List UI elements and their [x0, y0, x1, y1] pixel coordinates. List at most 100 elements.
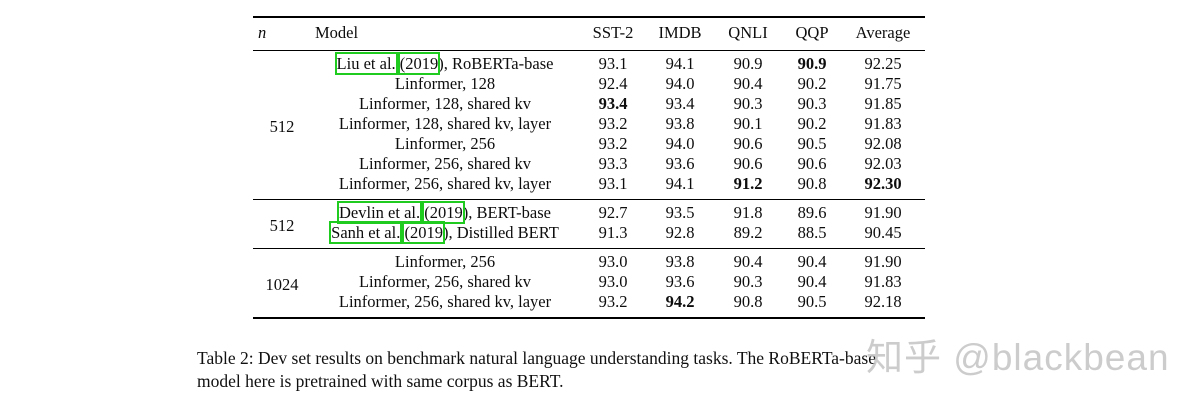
- score-cell: 90.3: [733, 94, 763, 113]
- citation-box: Sanh et al.: [329, 221, 403, 244]
- table-row: Linformer, 128, shared kv, layer 93.2 93.8…: [253, 114, 925, 134]
- model-text: Linformer, 128, shared kv, layer: [338, 114, 552, 133]
- model-cell: Linformer, 256, shared kv, layer: [311, 174, 579, 200]
- score-cell: 92.7: [598, 203, 628, 222]
- model-cell: Linformer, 128, shared kv, layer: [311, 114, 579, 134]
- model-cell: Devlin et al. (2019), BERT-base: [311, 200, 579, 224]
- table-row: Linformer, 256 93.2 94.0 90.6 90.5 92.08: [253, 134, 925, 154]
- score-cell: 93.0: [598, 252, 628, 271]
- score-cell: 90.8: [733, 292, 763, 311]
- model-cell: Linformer, 256, shared kv: [311, 272, 579, 292]
- score-cell: 91.75: [864, 74, 902, 93]
- score-cell: 89.6: [797, 203, 827, 222]
- score-cell: 93.6: [665, 272, 695, 291]
- table-row: Sanh et al. (2019), Distilled BERT 91.3 92…: [253, 221, 925, 249]
- model-text: ), RoBERTa-base: [438, 54, 554, 73]
- model-text: ), Distilled BERT: [442, 223, 559, 242]
- score-cell: 93.3: [598, 154, 628, 173]
- citation-box: (2019: [422, 201, 465, 224]
- score-cell: 93.1: [598, 174, 628, 193]
- score-cell: 91.8: [733, 203, 763, 222]
- score-cell: 90.5: [797, 292, 827, 311]
- caption-line-1: Table 2: Dev set results on benchmark na…: [197, 348, 876, 368]
- table-row: 1024 Linformer, 256 93.0 93.8 90.4 90.4 91.90: [253, 249, 925, 294]
- score-cell: 91.83: [864, 272, 902, 291]
- score-cell: 93.2: [598, 134, 628, 153]
- table-row: Linformer, 256, shared kv 93.0 93.6 90.3 90.…: [253, 272, 925, 292]
- score-cell: 90.4: [733, 74, 763, 93]
- score-cell: 92.08: [864, 134, 902, 153]
- score-cell: 90.1: [733, 114, 763, 133]
- score-cell: 94.0: [665, 74, 695, 93]
- model-text: ), BERT-base: [462, 203, 551, 222]
- score-cell: 91.90: [864, 252, 902, 271]
- citation-box: Devlin et al.: [337, 201, 423, 224]
- score-cell: 90.8: [797, 174, 827, 193]
- model-text: Linformer, 256, shared kv, layer: [338, 292, 552, 311]
- column-header: SST-2: [592, 23, 634, 42]
- score-cell: 90.45: [864, 223, 902, 242]
- score-cell: 93.1: [598, 54, 628, 73]
- table-header: n Model SST-2 IMDB QNLI QQP Average: [253, 17, 925, 51]
- score-cell: 91.3: [598, 223, 628, 242]
- column-header: Model: [315, 23, 359, 42]
- table-row: Linformer, 256, shared kv, layer 93.2 94.2…: [253, 292, 925, 318]
- model-text: Linformer, 256, shared kv, layer: [338, 174, 552, 193]
- score-cell: 90.6: [733, 154, 763, 173]
- score-cell: 92.30: [864, 174, 902, 193]
- score-cell: 93.2: [598, 292, 628, 311]
- score-cell: 90.2: [797, 114, 827, 133]
- table-caption: Table 2: Dev set results on benchmark na…: [197, 347, 997, 393]
- score-cell: 88.5: [797, 223, 827, 242]
- model-text: Linformer, 256, shared kv: [358, 272, 532, 291]
- score-cell: 90.9: [797, 54, 827, 73]
- score-cell: 90.4: [797, 252, 827, 271]
- column-header: IMDB: [658, 23, 702, 42]
- score-cell: 92.03: [864, 154, 902, 173]
- score-cell: 92.25: [864, 54, 902, 73]
- model-text: Linformer, 256: [394, 252, 496, 271]
- score-cell: 94.2: [665, 292, 695, 311]
- score-cell: 93.4: [665, 94, 695, 113]
- score-cell: 90.4: [797, 272, 827, 291]
- score-cell: 93.4: [598, 94, 628, 113]
- row-group: 512 Liu et al. (2019), RoBERTa-base 93.1 94…: [253, 51, 925, 200]
- row-group: 1024 Linformer, 256 93.0 93.8 90.4 90.4 91.90 L…: [253, 248, 925, 319]
- score-cell: 91.90: [864, 203, 902, 222]
- model-cell: Sanh et al. (2019), Distilled BERT: [311, 221, 579, 249]
- results-table-container: n Model SST-2 IMDB QNLI QQP Average 512 Liu et …: [253, 16, 925, 319]
- model-text: Linformer, 128: [394, 74, 496, 93]
- table-row: Linformer, 256, shared kv 93.3 93.6 90.6 90.…: [253, 154, 925, 174]
- citation-box: (2019: [397, 52, 441, 75]
- citation-box: Liu et al.: [334, 52, 398, 75]
- caption-line-2: model here is pretrained with same corpu…: [197, 371, 564, 391]
- model-cell: Linformer, 256: [311, 249, 579, 273]
- score-cell: 90.3: [797, 94, 827, 113]
- score-cell: 94.1: [665, 54, 695, 73]
- model-cell: Linformer, 256: [311, 134, 579, 154]
- score-cell: 90.3: [733, 272, 763, 291]
- score-cell: 93.5: [665, 203, 695, 222]
- results-table: n Model SST-2 IMDB QNLI QQP Average 512 Liu et …: [253, 16, 925, 319]
- model-cell: Liu et al. (2019), RoBERTa-base: [311, 51, 579, 75]
- score-cell: 94.1: [665, 174, 695, 193]
- score-cell: 91.85: [864, 94, 902, 113]
- column-header: n: [258, 23, 267, 42]
- table-row: Linformer, 128, shared kv 93.4 93.4 90.3 90.…: [253, 94, 925, 114]
- score-cell: 92.8: [665, 223, 695, 242]
- score-cell: 93.2: [598, 114, 628, 133]
- model-text: Linformer, 128, shared kv: [358, 94, 532, 113]
- score-cell: 93.0: [598, 272, 628, 291]
- citation-box: (2019: [402, 221, 445, 244]
- model-cell: Linformer, 128: [311, 74, 579, 94]
- model-cell: Linformer, 128, shared kv: [311, 94, 579, 114]
- model-text: Linformer, 256, shared kv: [358, 154, 532, 173]
- sequence-length-value: 512: [269, 215, 295, 235]
- score-cell: 90.2: [797, 74, 827, 93]
- score-cell: 92.18: [864, 292, 902, 311]
- model-text: Linformer, 256: [394, 134, 496, 153]
- table-row: 512 Liu et al. (2019), RoBERTa-base 93.1 94…: [253, 51, 925, 136]
- score-cell: 89.2: [733, 223, 763, 242]
- score-cell: 90.9: [733, 54, 763, 73]
- score-cell: 90.5: [797, 134, 827, 153]
